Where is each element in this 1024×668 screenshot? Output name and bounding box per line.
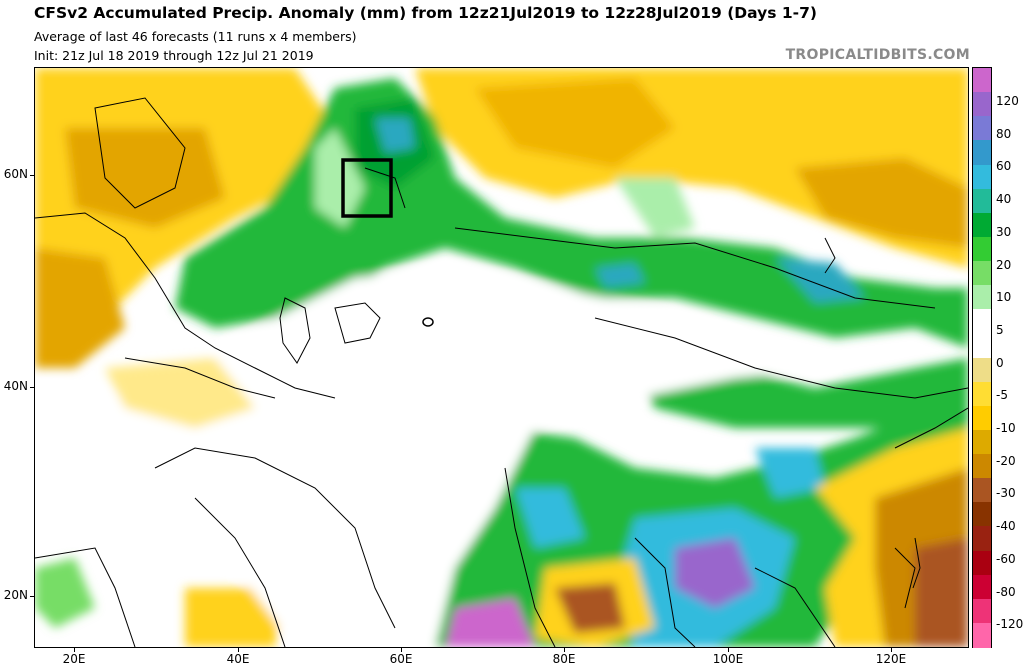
colorbar-label: 10 bbox=[996, 290, 1012, 305]
lat-label-20n: 20N bbox=[3, 588, 28, 602]
lat-label-40n: 40N bbox=[3, 379, 28, 393]
colorbar-segment bbox=[973, 285, 991, 310]
colorbar-label: 60 bbox=[996, 159, 1012, 174]
lon-label-60e: 60E bbox=[389, 652, 413, 666]
neutral-central-asia bbox=[135, 268, 835, 647]
colorbar-label: 5 bbox=[996, 322, 1004, 337]
map-title: CFSv2 Accumulated Precip. Anomaly (mm) f… bbox=[34, 4, 817, 22]
colorbar-label: -10 bbox=[996, 421, 1016, 435]
highlight-box bbox=[341, 158, 393, 218]
colorbar-segment bbox=[973, 574, 991, 600]
colorbar bbox=[972, 67, 992, 648]
colorbar-segment bbox=[973, 502, 991, 527]
colorbar-label: -60 bbox=[996, 551, 1016, 566]
colorbar-segment bbox=[973, 164, 991, 190]
lat-tick bbox=[30, 175, 34, 176]
lat-tick bbox=[30, 596, 34, 597]
colorbar-segment bbox=[973, 598, 991, 624]
lon-tick bbox=[564, 648, 565, 652]
colorbar-label: -5 bbox=[996, 388, 1008, 403]
colorbar-segment bbox=[973, 261, 991, 286]
colorbar-label: -40 bbox=[996, 519, 1016, 534]
colorbar-label: -120 bbox=[996, 617, 1024, 632]
colorbar-label: -80 bbox=[996, 584, 1016, 599]
colorbar-label: 30 bbox=[996, 224, 1012, 239]
map-canvas bbox=[35, 68, 968, 647]
lon-tick bbox=[891, 648, 892, 652]
colorbar-segment bbox=[973, 116, 991, 141]
colorbar-segment bbox=[973, 188, 991, 214]
colorbar-segment bbox=[973, 68, 991, 93]
colorbar-segment bbox=[973, 405, 991, 431]
lon-label-120e: 120E bbox=[875, 652, 907, 666]
colorbar-label: -20 bbox=[996, 453, 1016, 468]
colorbar-segment bbox=[973, 333, 991, 358]
colorbar-segment bbox=[973, 622, 991, 648]
colorbar-segment bbox=[973, 236, 991, 262]
colorbar-segment bbox=[973, 526, 991, 551]
colorbar-segment bbox=[973, 454, 991, 479]
colorbar-label: 80 bbox=[996, 126, 1012, 141]
colorbar-segment bbox=[973, 381, 991, 407]
map-subtitle-init: Init: 21z Jul 18 2019 through 12z Jul 21… bbox=[34, 48, 314, 63]
colorbar-segment bbox=[973, 212, 991, 238]
lon-tick bbox=[238, 648, 239, 652]
lat-tick bbox=[30, 387, 34, 388]
map-subtitle-members: Average of last 46 forecasts (11 runs x … bbox=[34, 29, 357, 44]
coastlines bbox=[35, 97, 968, 647]
colorbar-label: 120 bbox=[996, 94, 1019, 108]
lon-label-100e: 100E bbox=[712, 652, 744, 666]
lon-label-20e: 20E bbox=[62, 652, 86, 666]
colorbar-segment bbox=[973, 309, 991, 334]
colorbar-segment bbox=[973, 550, 991, 576]
lon-tick bbox=[74, 648, 75, 652]
colorbar-label: 40 bbox=[996, 192, 1012, 207]
colorbar-label: 20 bbox=[996, 257, 1012, 272]
colorbar-label: 0 bbox=[996, 355, 1004, 370]
colorbar-segment bbox=[973, 429, 991, 455]
credit-watermark: TROPICALTIDBITS.COM bbox=[785, 47, 970, 63]
colorbar-segment bbox=[973, 357, 991, 383]
colorbar-segment bbox=[973, 140, 991, 165]
lon-tick bbox=[401, 648, 402, 652]
lon-label-40e: 40E bbox=[226, 652, 250, 666]
colorbar-segment bbox=[973, 478, 991, 503]
colorbar-segment bbox=[973, 92, 991, 117]
precip-anomaly-map bbox=[34, 67, 969, 648]
lat-label-60n: 60N bbox=[3, 167, 28, 181]
lon-label-80e: 80E bbox=[552, 652, 576, 666]
lake-outline bbox=[422, 317, 434, 327]
colorbar-label: -30 bbox=[996, 486, 1016, 501]
lon-tick bbox=[728, 648, 729, 652]
